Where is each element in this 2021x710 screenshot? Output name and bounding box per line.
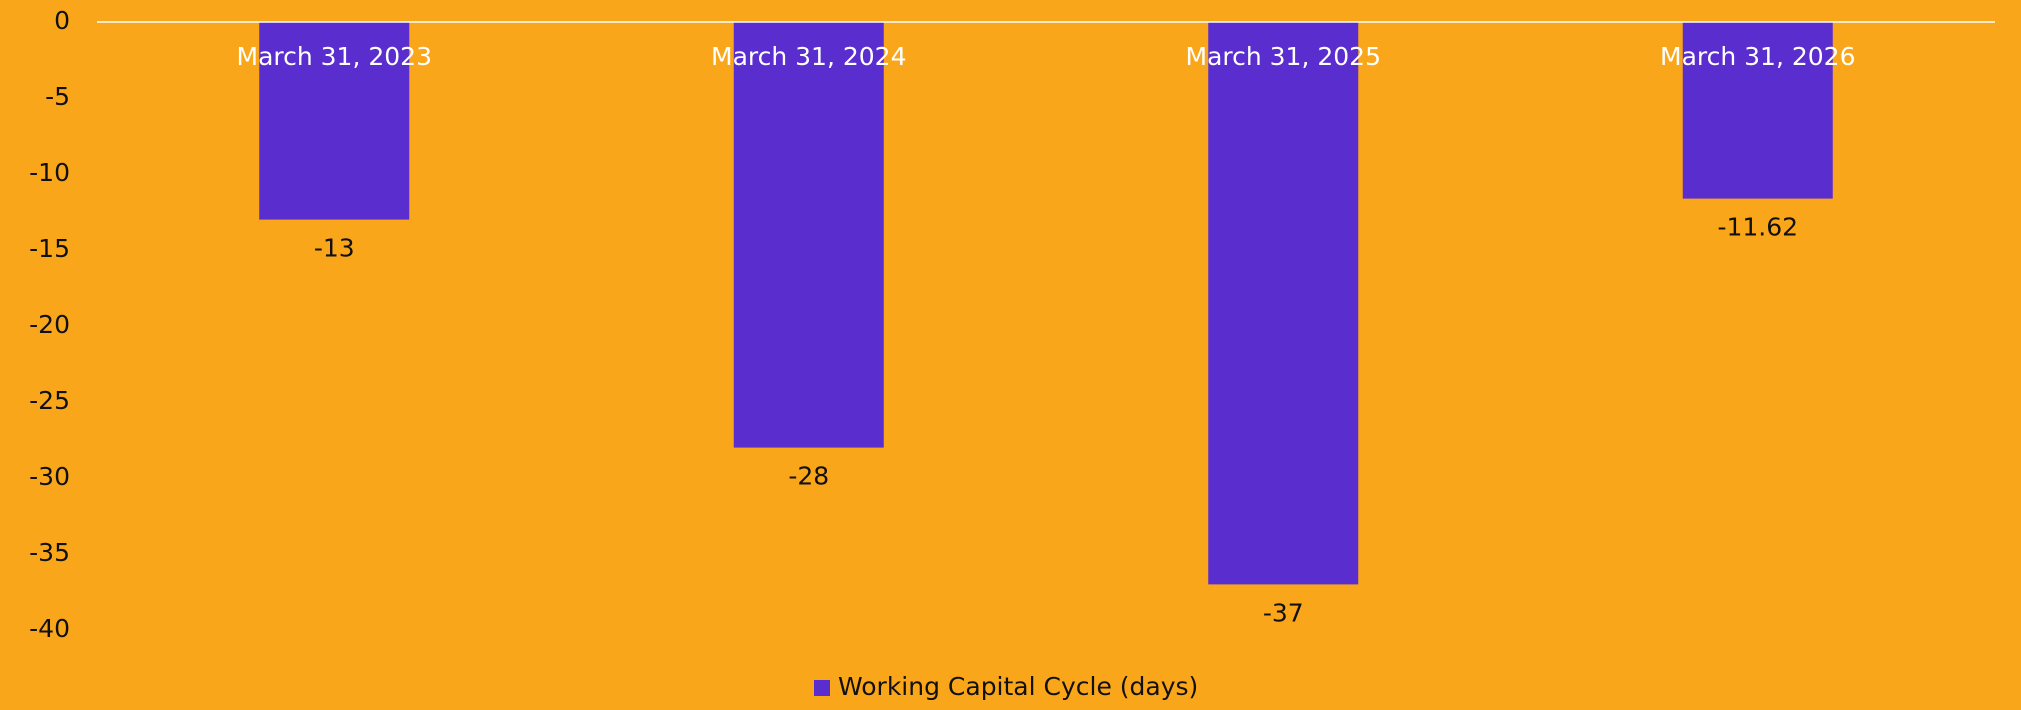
y-tick-label: -10 <box>29 158 70 187</box>
y-tick-label: -5 <box>45 82 70 111</box>
y-tick-label: -35 <box>29 538 70 567</box>
data-label: -13 <box>314 234 355 263</box>
y-tick-label: -40 <box>29 614 70 643</box>
x-tick-label: March 31, 2023 <box>237 42 432 71</box>
data-label: -37 <box>1263 598 1304 627</box>
bar <box>733 22 884 448</box>
y-tick-label: 0 <box>54 6 70 35</box>
y-tick-label: -25 <box>29 386 70 415</box>
x-tick-label: March 31, 2024 <box>711 42 906 71</box>
y-tick-label: -30 <box>29 462 70 491</box>
y-tick-label: -15 <box>29 234 70 263</box>
bar <box>1208 22 1359 585</box>
data-label: -28 <box>788 462 829 491</box>
bar <box>1682 22 1833 199</box>
x-tick-label: March 31, 2026 <box>1660 42 1855 71</box>
data-label: -11.62 <box>1717 213 1798 242</box>
x-tick-label: March 31, 2025 <box>1186 42 1381 71</box>
legend-label: Working Capital Cycle (days) <box>838 672 1198 701</box>
legend-swatch <box>814 680 830 696</box>
y-tick-label: -20 <box>29 310 70 339</box>
bar <box>259 22 410 220</box>
